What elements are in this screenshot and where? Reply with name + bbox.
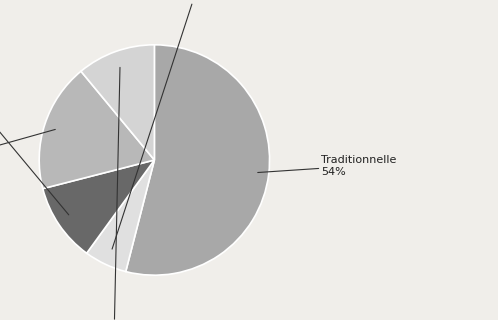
Text: Famille
reconstituée
sans g.p.
11%: Famille reconstituée sans g.p. 11% [0,43,69,215]
Text: Traditionnelle
54%: Traditionnelle 54% [258,155,397,177]
Text: Célibataire avec
adoption
6%: Célibataire avec adoption 6% [112,0,244,249]
Wedge shape [43,160,154,253]
Wedge shape [39,71,154,189]
Wedge shape [81,45,154,160]
Wedge shape [125,45,269,275]
Text: Monoparentale
sans g.p.
18%: Monoparentale sans g.p. 18% [0,129,55,182]
Wedge shape [87,160,154,272]
Text: Monoparentale
avec g.p.
11%: Monoparentale avec g.p. 11% [72,68,156,320]
